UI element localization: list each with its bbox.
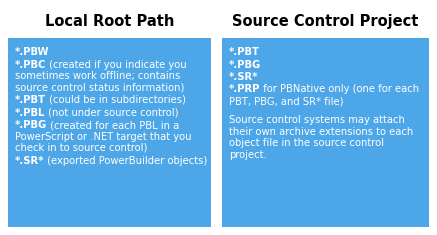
Text: their own archive extensions to each: their own archive extensions to each <box>229 127 413 137</box>
Text: *.PRP: *.PRP <box>229 85 260 94</box>
Text: for PBNative only (one for each: for PBNative only (one for each <box>260 85 420 94</box>
Bar <box>8 38 211 227</box>
Text: *.PBL: *.PBL <box>15 107 45 118</box>
Text: *.PBW: *.PBW <box>15 47 49 57</box>
Text: *.PBT: *.PBT <box>229 47 260 57</box>
Text: Source control systems may attach: Source control systems may attach <box>229 115 405 125</box>
Text: PBT, PBG, and SR* file): PBT, PBG, and SR* file) <box>229 96 343 106</box>
Text: source control status information): source control status information) <box>15 82 184 93</box>
Text: *.PBC: *.PBC <box>15 59 46 70</box>
Text: *.SR*: *.SR* <box>229 72 259 82</box>
Text: *.PBG: *.PBG <box>229 59 261 70</box>
Text: object file in the source control: object file in the source control <box>229 138 384 148</box>
Bar <box>222 38 429 227</box>
Text: project.: project. <box>229 150 267 160</box>
Text: Source Control Project: Source Control Project <box>232 14 419 29</box>
Text: (exported PowerBuilder objects): (exported PowerBuilder objects) <box>45 156 208 165</box>
Text: *.PBT: *.PBT <box>15 95 46 105</box>
Text: check in to source control): check in to source control) <box>15 143 147 153</box>
Text: *.SR*: *.SR* <box>15 156 45 165</box>
Text: (not under source control): (not under source control) <box>45 107 179 118</box>
Text: *.PBG: *.PBG <box>15 120 47 130</box>
Text: (created if you indicate you: (created if you indicate you <box>46 59 187 70</box>
Text: Local Root Path: Local Root Path <box>45 14 174 29</box>
Text: PowerScript or .NET target that you: PowerScript or .NET target that you <box>15 132 191 141</box>
Text: (could be in subdirectories): (could be in subdirectories) <box>46 95 186 105</box>
Text: sometimes work offline; contains: sometimes work offline; contains <box>15 71 180 81</box>
Text: (created for each PBL in a: (created for each PBL in a <box>47 120 180 130</box>
